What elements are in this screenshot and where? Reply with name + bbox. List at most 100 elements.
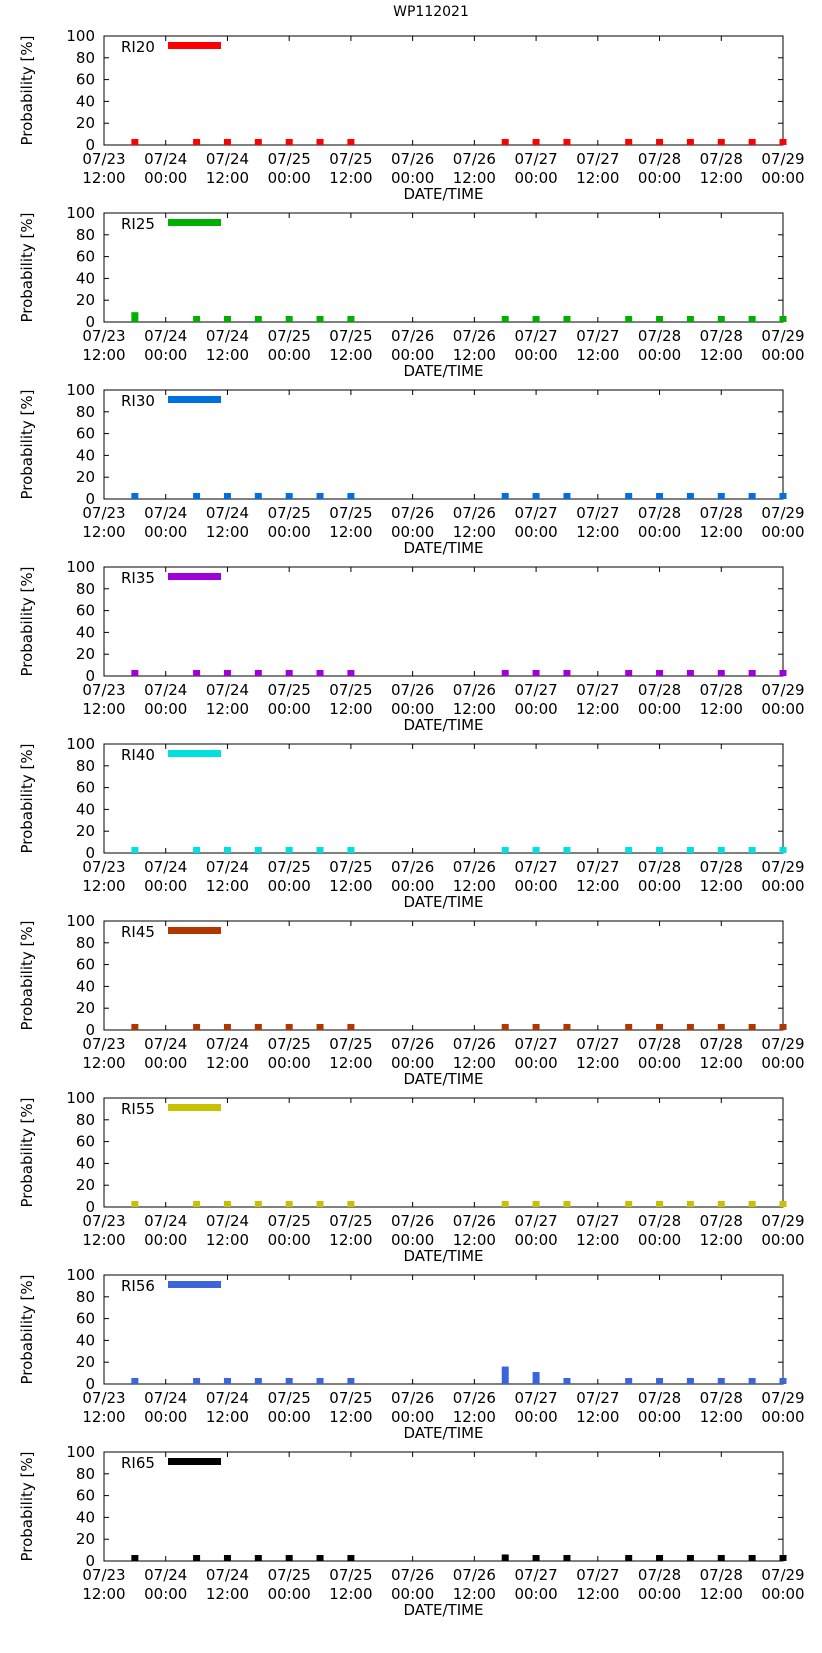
y-tick-label: 80 bbox=[76, 934, 95, 952]
y-tick-label: 20 bbox=[76, 822, 95, 840]
x-tick-label-time: 00:00 bbox=[638, 523, 681, 541]
bar-ri25 bbox=[748, 316, 756, 322]
x-tick-label-time: 00:00 bbox=[514, 1231, 557, 1249]
x-tick-label-date: 07/23 bbox=[82, 858, 125, 876]
y-tick-label: 60 bbox=[76, 425, 95, 443]
y-tick-label: 60 bbox=[76, 1310, 95, 1328]
x-tick-label-date: 07/29 bbox=[761, 504, 804, 522]
y-tick-label: 100 bbox=[66, 735, 95, 753]
bar-ri30 bbox=[686, 493, 694, 499]
x-axis-label: DATE/TIME bbox=[403, 1247, 483, 1265]
y-tick-label: 0 bbox=[85, 490, 95, 508]
x-tick-label-date: 07/28 bbox=[700, 1035, 743, 1053]
y-axis-label: Probability [%] bbox=[18, 743, 36, 853]
y-tick-label: 60 bbox=[76, 1487, 95, 1505]
x-tick-label-date: 07/29 bbox=[761, 681, 804, 699]
bar-ri55 bbox=[717, 1201, 725, 1207]
x-tick-label-date: 07/28 bbox=[700, 1566, 743, 1584]
bar-ri65 bbox=[563, 1555, 571, 1561]
x-tick-label-time: 12:00 bbox=[453, 877, 496, 895]
bar-ri56 bbox=[717, 1378, 725, 1384]
bar-ri35 bbox=[532, 670, 540, 676]
bar-ri20 bbox=[686, 139, 694, 145]
bar-ri35 bbox=[748, 670, 756, 676]
x-tick-label-date: 07/26 bbox=[453, 1035, 496, 1053]
x-tick-label-date: 07/24 bbox=[206, 327, 249, 345]
x-tick-label-time: 00:00 bbox=[144, 523, 187, 541]
x-tick-label-date: 07/28 bbox=[638, 1212, 681, 1230]
x-tick-label-time: 00:00 bbox=[144, 346, 187, 364]
bar-ri40 bbox=[501, 847, 509, 853]
y-tick-label: 40 bbox=[76, 269, 95, 287]
bar-ri20 bbox=[131, 139, 139, 145]
x-tick-label-date: 07/27 bbox=[514, 858, 557, 876]
x-tick-label-date: 07/26 bbox=[391, 1212, 434, 1230]
x-tick-label-time: 00:00 bbox=[761, 1231, 804, 1249]
y-tick-label: 0 bbox=[85, 136, 95, 154]
bar-ri25 bbox=[656, 316, 664, 322]
bar-ri56 bbox=[193, 1378, 201, 1384]
bar-ri35 bbox=[347, 670, 355, 676]
x-tick-label-date: 07/29 bbox=[761, 150, 804, 168]
x-axis-label: DATE/TIME bbox=[403, 362, 483, 380]
x-tick-label-time: 12:00 bbox=[329, 877, 372, 895]
x-tick-label-date: 07/27 bbox=[576, 858, 619, 876]
x-tick-label-time: 00:00 bbox=[514, 877, 557, 895]
x-axis-label: DATE/TIME bbox=[403, 893, 483, 911]
panel-ri65: 02040608010007/2312:0007/2400:0007/2412:… bbox=[18, 1443, 805, 1619]
x-tick-label-time: 12:00 bbox=[700, 1054, 743, 1072]
legend-swatch bbox=[168, 927, 221, 934]
x-tick-label-time: 00:00 bbox=[268, 877, 311, 895]
legend-label: RI25 bbox=[121, 215, 155, 233]
bar-ri25 bbox=[285, 316, 293, 322]
x-tick-label-time: 12:00 bbox=[206, 877, 249, 895]
bar-ri65 bbox=[193, 1555, 201, 1561]
x-tick-label-date: 07/29 bbox=[761, 1566, 804, 1584]
panel-ri56: 02040608010007/2312:0007/2400:0007/2412:… bbox=[18, 1266, 805, 1442]
bar-ri30 bbox=[532, 493, 540, 499]
x-tick-label-time: 12:00 bbox=[206, 523, 249, 541]
y-tick-label: 20 bbox=[76, 1176, 95, 1194]
x-tick-label-date: 07/25 bbox=[329, 150, 372, 168]
bar-ri40 bbox=[717, 847, 725, 853]
x-tick-label-time: 00:00 bbox=[761, 523, 804, 541]
x-tick-label-time: 00:00 bbox=[514, 1408, 557, 1426]
x-tick-label-date: 07/25 bbox=[268, 150, 311, 168]
bar-ri30 bbox=[563, 493, 571, 499]
legend-swatch bbox=[168, 1281, 221, 1288]
x-tick-label-date: 07/24 bbox=[144, 681, 187, 699]
bar-ri55 bbox=[656, 1201, 664, 1207]
x-tick-label-time: 00:00 bbox=[761, 700, 804, 718]
bar-ri65 bbox=[717, 1555, 725, 1561]
bar-ri20 bbox=[779, 139, 787, 145]
x-tick-label-time: 12:00 bbox=[206, 700, 249, 718]
y-tick-label: 0 bbox=[85, 1021, 95, 1039]
bar-ri65 bbox=[131, 1555, 139, 1561]
x-tick-label-date: 07/24 bbox=[144, 150, 187, 168]
x-tick-label-time: 12:00 bbox=[576, 523, 619, 541]
bar-ri25 bbox=[532, 316, 540, 322]
x-tick-label-date: 07/27 bbox=[576, 327, 619, 345]
y-axis-label: Probability [%] bbox=[18, 1274, 36, 1384]
panel-ri40: 02040608010007/2312:0007/2400:0007/2412:… bbox=[18, 735, 805, 911]
bar-ri55 bbox=[223, 1201, 231, 1207]
y-tick-label: 20 bbox=[76, 1353, 95, 1371]
bar-ri65 bbox=[285, 1555, 293, 1561]
bar-ri20 bbox=[347, 139, 355, 145]
x-tick-label-date: 07/25 bbox=[268, 327, 311, 345]
x-tick-label-date: 07/26 bbox=[391, 327, 434, 345]
x-tick-label-time: 00:00 bbox=[638, 877, 681, 895]
bar-ri45 bbox=[501, 1024, 509, 1030]
x-tick-label-time: 00:00 bbox=[761, 1585, 804, 1603]
x-tick-label-date: 07/29 bbox=[761, 858, 804, 876]
bar-ri20 bbox=[193, 139, 201, 145]
x-axis-label: DATE/TIME bbox=[403, 185, 483, 203]
bar-ri30 bbox=[625, 493, 633, 499]
bar-ri56 bbox=[285, 1378, 293, 1384]
x-tick-label-time: 12:00 bbox=[329, 700, 372, 718]
panel-ri30: 02040608010007/2312:0007/2400:0007/2412:… bbox=[18, 381, 805, 557]
x-tick-label-time: 00:00 bbox=[144, 169, 187, 187]
x-tick-label-date: 07/24 bbox=[144, 327, 187, 345]
plot-frame bbox=[103, 1097, 784, 1208]
panel-ri25: 02040608010007/2312:0007/2400:0007/2412:… bbox=[18, 204, 805, 380]
